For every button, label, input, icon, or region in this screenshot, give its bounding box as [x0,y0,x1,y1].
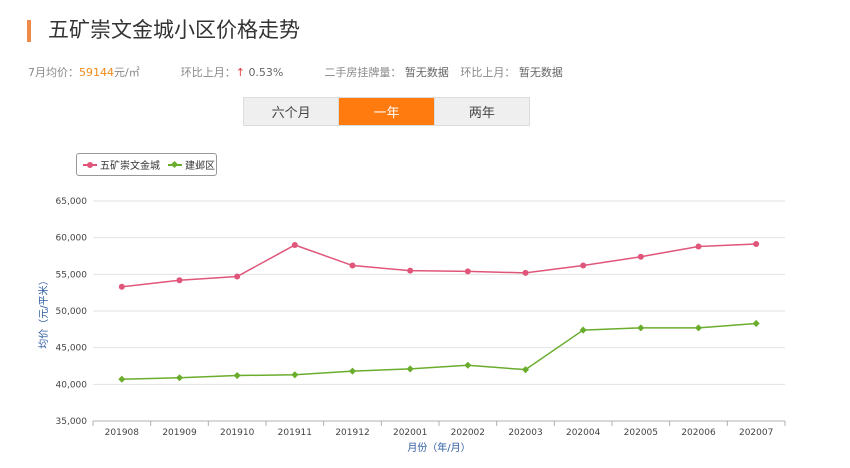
title-accent-bar [27,20,31,42]
legend-marker-circle-icon [83,161,97,168]
x-tick-label: 201910 [220,428,255,438]
y-axis-ticks: 35,000 40,000 45,000 50,000 55,000 60,000 65,0… [56,197,88,427]
y-tick-label: 55,000 [56,270,88,280]
avg-price-value: 59144 [79,66,114,79]
data-point [637,324,645,332]
data-point [695,243,702,250]
x-tick-label: 202001 [393,428,427,438]
y-tick-label: 40,000 [56,380,88,390]
x-tick-label: 202005 [624,428,658,438]
listing-mom-label: 环比上月： [460,66,516,79]
data-point [291,242,298,248]
price-stats: 7月均价：59144元/㎡ 环比上月：↑ 0.53% 二手房挂牌量： 暂无数据 … [28,64,563,80]
legend-item-district[interactable]: 建邺区 [168,157,215,172]
up-arrow-icon: ↑ [235,66,245,79]
avg-price-label: 7月均价： [28,66,79,79]
page-title: 五矿崇文金城小区价格走势 [48,18,300,42]
data-point [406,365,414,373]
x-tick-label: 202003 [508,428,542,438]
x-tick-label: 202002 [451,428,485,438]
y-tick-label: 35,000 [56,417,88,427]
chart-series [118,240,760,383]
series-line [121,322,757,380]
y-axis-title: 均价（元/平米） [37,275,50,348]
legend-item-community[interactable]: 五矿崇文金城 [83,157,160,172]
data-point [407,267,414,274]
y-tick-label: 50,000 [56,307,88,317]
data-point [291,371,299,379]
data-point [118,283,125,290]
data-point [752,319,760,328]
mom-value: 0.53% [248,66,284,79]
data-point [694,324,703,332]
tab-six-months[interactable]: 六个月 [271,106,311,121]
x-tick-label: 202006 [681,428,716,438]
data-point [349,262,356,269]
series-line [121,243,757,288]
x-tick-label: 202004 [566,428,601,438]
chart-legend: 五矿崇文金城 建邺区 [76,153,217,176]
data-point [348,367,357,375]
data-point [233,371,241,380]
avg-price-unit: 元/㎡ [114,66,140,79]
data-point [118,375,126,383]
data-point [175,374,184,382]
data-point [464,361,472,369]
x-tick-label: 201912 [335,428,369,438]
legend-label-community: 五矿崇文金城 [100,161,160,172]
tab-two-years[interactable]: 两年 [433,98,529,125]
listing-value: 暂无数据 [404,66,449,79]
data-point [234,273,241,280]
x-tick-label: 201909 [162,428,197,438]
data-point [753,240,760,247]
y-tick-label: 60,000 [56,234,88,244]
legend-label-district: 建邺区 [185,161,215,172]
data-point [637,253,644,260]
data-point [176,277,183,284]
legend-marker-diamond-icon [168,160,182,168]
x-tick-label: 202007 [739,428,773,438]
data-point [464,268,471,275]
y-tick-label: 45,000 [56,344,88,354]
x-axis-title: 月份（年/月） [407,441,470,454]
data-point [521,366,530,374]
x-tick-label: 201911 [278,428,312,438]
data-point [522,269,529,276]
data-point [580,262,587,269]
tab-one-year[interactable]: 一年 [338,98,434,125]
chart-grid [93,200,785,422]
y-tick-label: 65,000 [56,197,88,207]
period-tabs: 六个月 一年 两年 [243,97,530,126]
data-point [579,326,587,334]
x-axis-ticks: 201908 201909 201910 201911 201912 202001 2020… [92,421,786,438]
mom-label: 环比上月： [180,66,236,79]
listing-mom-value: 暂无数据 [518,66,563,79]
x-tick-label: 201908 [105,428,140,438]
listing-label: 二手房挂牌量： [324,66,402,79]
